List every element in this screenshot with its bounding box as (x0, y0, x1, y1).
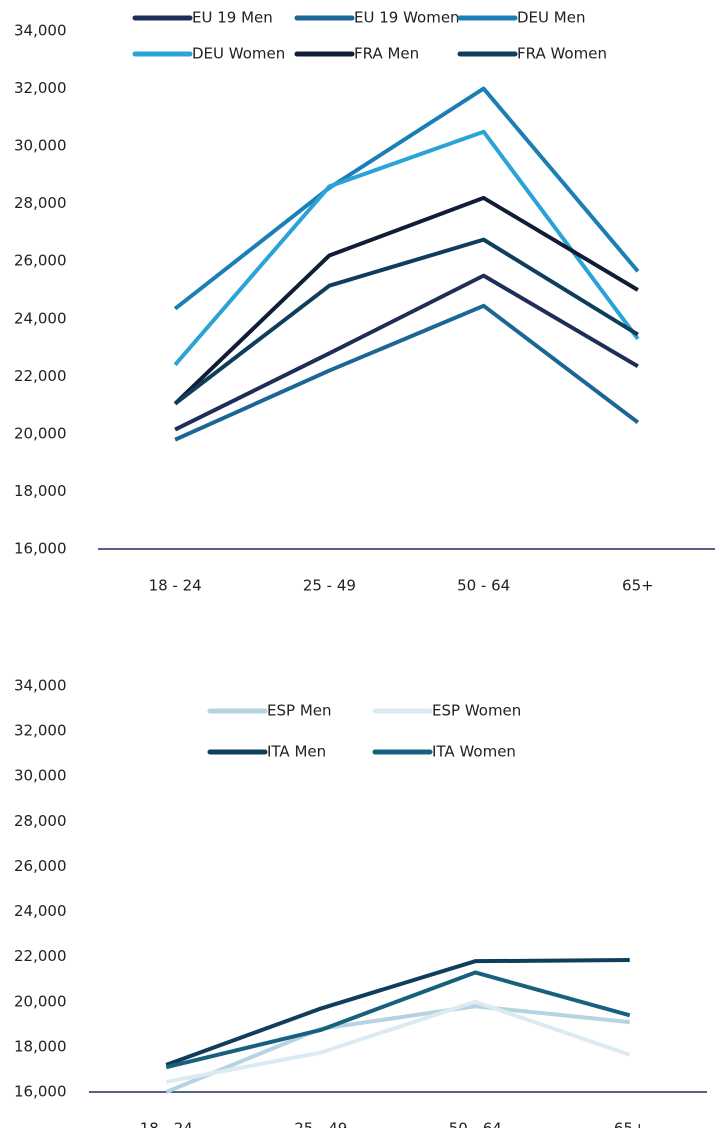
y-tick-label: 26,000 (14, 252, 67, 270)
legend-label: ITA Women (432, 743, 516, 761)
legend-label: ESP Women (432, 702, 521, 720)
y-tick-label: 24,000 (14, 309, 67, 327)
series-line (173, 86, 640, 311)
y-tick-label: 34,000 (14, 677, 67, 695)
y-tick-label: 32,000 (14, 722, 67, 740)
x-tick-label: 50 - 64 (457, 577, 510, 595)
y-tick-label: 30,000 (14, 137, 67, 155)
series-line (174, 273, 639, 432)
x-tick-label: 18 - 24 (149, 577, 202, 595)
y-tick-label: 30,000 (14, 767, 67, 785)
legend-label: DEU Men (517, 9, 585, 27)
series-line (165, 958, 630, 1067)
series-line (173, 195, 639, 406)
y-tick-label: 24,000 (14, 902, 67, 920)
series-line (165, 970, 631, 1070)
legend-label: ITA Men (267, 743, 326, 761)
legend-label: DEU Women (192, 45, 285, 63)
y-tick-label: 22,000 (14, 367, 67, 385)
x-tick-label: 65+ (622, 577, 654, 595)
legend-label: EU 19 Men (192, 9, 273, 27)
y-tick-label: 20,000 (14, 424, 67, 442)
series-line (165, 1004, 630, 1094)
series-line (174, 303, 640, 442)
x-tick-label: 25 - 49 (303, 577, 356, 595)
y-tick-label: 28,000 (14, 194, 67, 212)
x-tick-label: 18 - 24 (140, 1120, 193, 1128)
y-tick-label: 34,000 (14, 22, 67, 40)
y-tick-label: 18,000 (14, 482, 67, 500)
y-tick-label: 26,000 (14, 857, 67, 875)
y-tick-label: 18,000 (14, 1037, 67, 1055)
y-tick-label: 16,000 (14, 1083, 67, 1101)
series-line (173, 237, 639, 406)
y-tick-label: 32,000 (14, 79, 67, 97)
x-tick-label: 25 - 49 (294, 1120, 347, 1128)
x-tick-label: 65+ (614, 1120, 646, 1128)
y-tick-label: 20,000 (14, 992, 67, 1010)
legend-label: FRA Women (517, 45, 607, 63)
y-tick-label: 28,000 (14, 812, 67, 830)
legend-label: ESP Men (267, 702, 332, 720)
legend-label: EU 19 Women (354, 9, 460, 27)
y-tick-label: 22,000 (14, 947, 67, 965)
series-line (173, 129, 640, 367)
x-tick-label: 50 - 64 (449, 1120, 502, 1128)
series-line (165, 999, 631, 1084)
y-tick-label: 16,000 (14, 540, 67, 558)
legend-label: FRA Men (354, 45, 419, 63)
